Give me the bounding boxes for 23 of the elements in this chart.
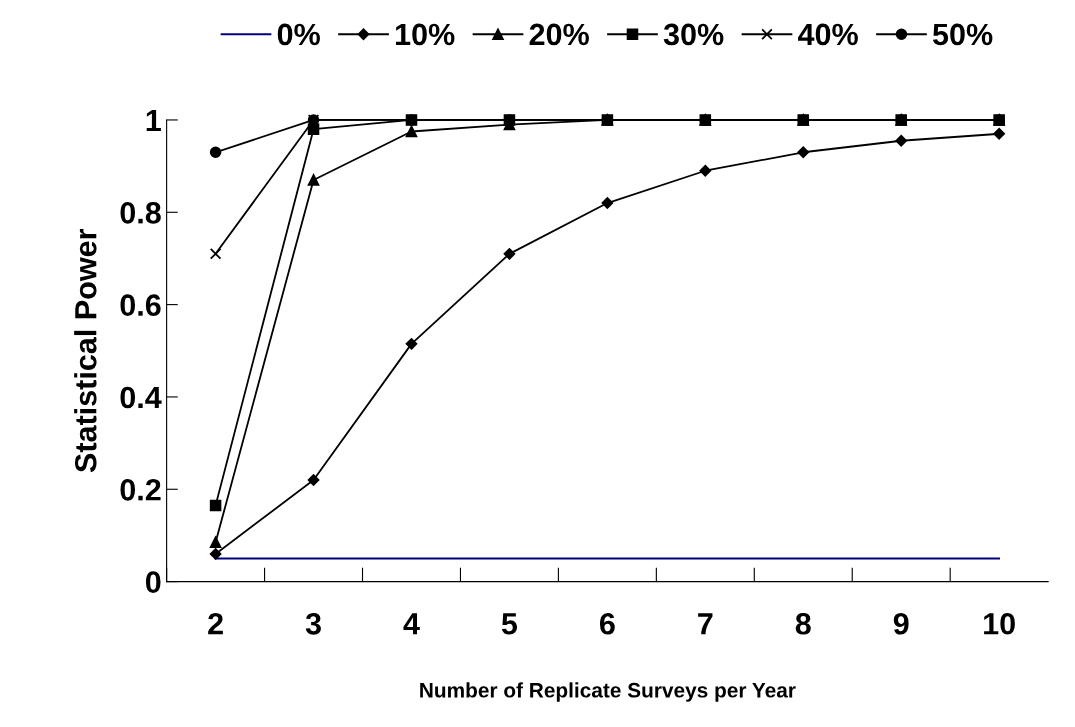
y-tick-label: 0	[145, 571, 161, 593]
x-tick-label: 4	[403, 613, 420, 635]
x-tick-label: 10	[984, 612, 1015, 635]
legend-label: 50%	[932, 23, 993, 46]
y-tick-label: 0.4	[120, 386, 162, 409]
legend-label: 10%	[395, 23, 455, 46]
y-tick-label: 0.8	[120, 202, 161, 224]
x-tick-label: 6	[600, 612, 615, 635]
y-tick-label: 0.2	[120, 479, 161, 501]
x-tick-label: 2	[208, 612, 223, 635]
y-axis-title: Statistical Power	[74, 228, 97, 473]
legend-label: 30%	[663, 23, 724, 46]
y-tick-label: 1	[146, 110, 161, 132]
x-tick-label: 8	[795, 612, 811, 635]
x-axis-title: Number of Replicate Surveys per Year	[420, 682, 796, 702]
y-tick-label: 0.6	[120, 294, 161, 316]
legend-label: 20%	[529, 23, 589, 46]
legend-label: 40%	[798, 23, 858, 46]
x-tick-label: 3	[305, 612, 321, 635]
x-tick-label: 5	[501, 613, 518, 635]
legend-label: 0%	[277, 23, 320, 46]
x-tick-label: 9	[893, 612, 909, 635]
x-tick-label: 7	[698, 613, 713, 635]
